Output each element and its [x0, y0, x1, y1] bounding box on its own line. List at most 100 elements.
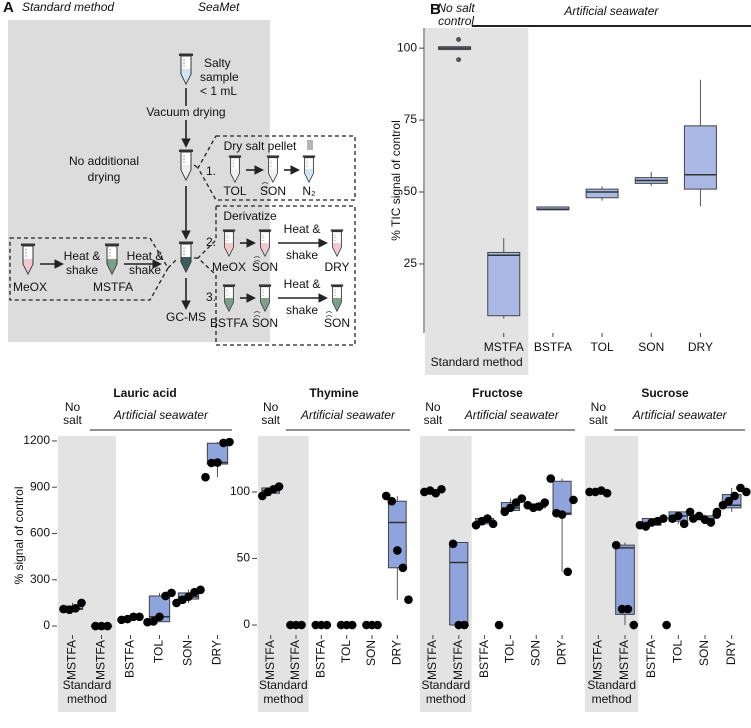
x-tick-label: SON [364, 640, 378, 666]
option-box [197, 205, 356, 346]
data-point [662, 620, 671, 630]
data-point [742, 487, 751, 497]
sample-label: < 1 mL [200, 84, 237, 98]
data-point [387, 496, 397, 506]
step-label: MeOX [13, 280, 47, 294]
data-point [679, 519, 689, 529]
group-label: method [592, 692, 632, 706]
data-point [517, 494, 527, 503]
x-tick-label: DRY [688, 340, 713, 354]
data-point [196, 585, 205, 595]
group-label: No [65, 400, 81, 414]
x-tick-label: MSTFA [425, 640, 439, 680]
group-label: Standard [259, 678, 308, 692]
chart-title: Fructose [472, 386, 523, 400]
step-label: Heat & [127, 249, 164, 263]
x-tick-label: BSTFA [534, 340, 572, 354]
data-point [483, 514, 492, 523]
seamet-title: SeaMet [198, 0, 240, 14]
step-label: SON [260, 184, 286, 198]
data-point [546, 474, 556, 483]
step-label: shake [286, 248, 318, 262]
data-point [393, 546, 402, 555]
tube [302, 154, 316, 183]
panel-a: A Standard method SeaMet Salty sample < … [3, 0, 356, 346]
group-label: No [263, 400, 279, 414]
y-tick-label: 900 [30, 479, 50, 493]
data-point [448, 539, 458, 549]
chart-title: Thymine [309, 386, 359, 400]
data-point [398, 563, 408, 573]
group-label: Standard [587, 678, 636, 692]
x-tick-label: MSTFA [288, 640, 302, 680]
x-tick-label: SON [181, 640, 195, 666]
data-point [629, 620, 639, 630]
data-point [322, 620, 332, 630]
step-label: Heat & [64, 249, 101, 263]
x-tick-label: TOL [591, 340, 614, 354]
outlier [456, 37, 462, 43]
y-tick-label: 50 [237, 551, 251, 565]
x-tick-label: DRY [210, 640, 224, 665]
option-number: 3. [206, 290, 216, 304]
x-tick-label: SON [638, 340, 664, 354]
y-tick-label: 600 [30, 526, 50, 540]
x-tick-label: MSTFA [617, 640, 631, 680]
group-label: Artificial seawater [464, 408, 560, 422]
label-bg [140, 106, 232, 120]
group-label: Artificial seawater [632, 408, 728, 422]
connector [193, 164, 199, 169]
tube [330, 228, 344, 257]
no-drying-label: drying [88, 170, 121, 184]
y-tick-label: 50 [404, 184, 418, 198]
box [683, 125, 717, 190]
data-point [730, 491, 739, 501]
step-label: shake [129, 263, 161, 277]
group-label: method [426, 692, 466, 706]
box [487, 251, 521, 317]
data-point [623, 604, 633, 614]
group-label: No [591, 400, 607, 414]
tube [330, 283, 344, 312]
data-point [373, 620, 382, 630]
box [148, 595, 171, 623]
panel-label: A [3, 0, 14, 16]
data-point [381, 491, 391, 501]
step-label: Heat & [284, 222, 321, 236]
step-label: SON [252, 260, 278, 274]
x-tick-label: TOL [671, 640, 685, 663]
step-label: MSTFA [93, 280, 133, 294]
control-background [58, 436, 116, 712]
x-tick-label: SON [528, 640, 542, 666]
x-tick-label: BSTFA [123, 640, 137, 678]
x-tick-label: DRY [724, 640, 738, 665]
data-point [706, 518, 716, 527]
control-background [425, 28, 529, 375]
y-tick-label: 1200 [23, 433, 50, 447]
group-label: salt [261, 413, 280, 427]
data-point [213, 458, 222, 467]
data-point [91, 621, 100, 631]
data-point [569, 495, 578, 505]
data-point [201, 472, 210, 482]
x-tick-label: TOL [152, 640, 166, 663]
group-label: Artificial seawater [113, 408, 209, 422]
group-label: No [425, 400, 441, 414]
sonication [325, 311, 333, 318]
x-tick-label: MSTFA [451, 640, 465, 680]
control-background [258, 436, 309, 712]
data-point [155, 612, 164, 622]
group-label: No salt [437, 1, 475, 15]
group-label: Artificial seawater [300, 408, 396, 422]
data-point [460, 620, 469, 630]
data-point [347, 620, 357, 630]
group-label: method [263, 692, 303, 706]
data-point [540, 498, 550, 507]
step-label: shake [286, 303, 318, 317]
box [615, 544, 635, 615]
x-tick-label: MSTFA [591, 640, 605, 680]
sample-label: Salty [204, 56, 231, 70]
panel-label: B [430, 1, 441, 18]
sample-label: sample [200, 70, 239, 84]
